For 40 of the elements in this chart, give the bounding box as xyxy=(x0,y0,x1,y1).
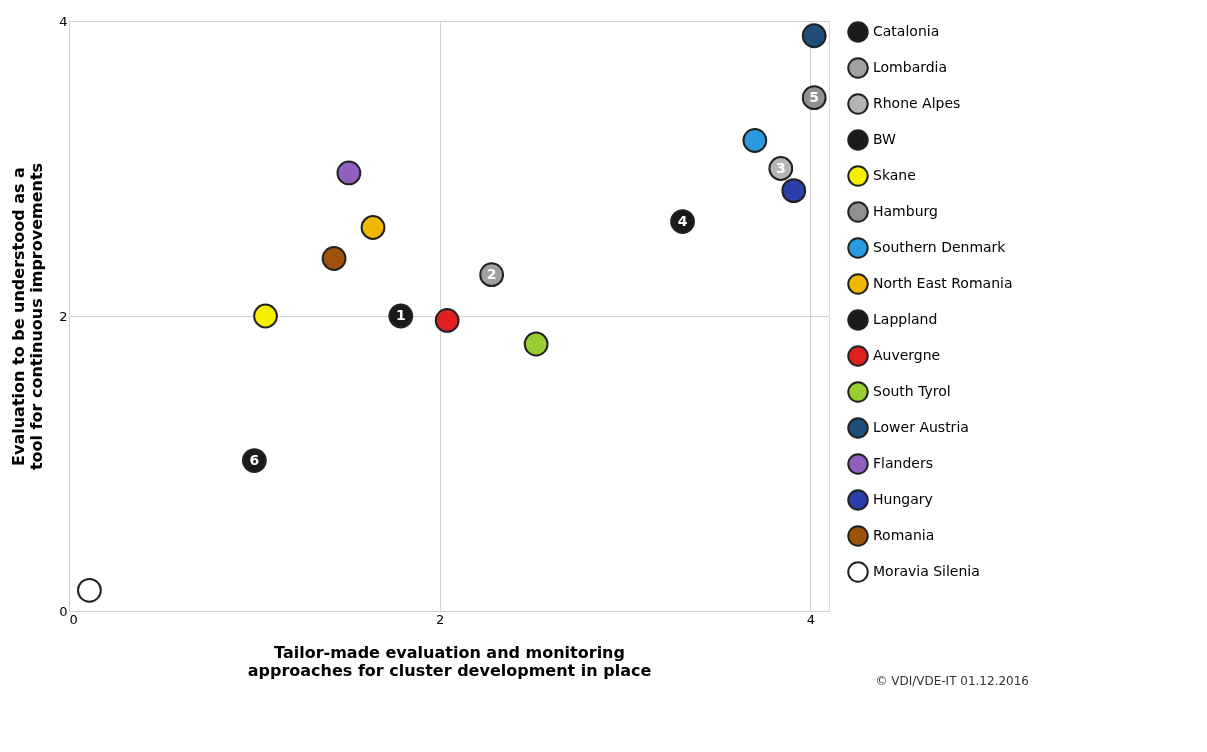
annotation: 3 xyxy=(775,159,786,176)
legend-label: Rhone Alpes xyxy=(873,95,961,111)
legend-label: Lower Austria xyxy=(873,419,969,435)
annotation: 6 xyxy=(249,451,260,468)
annotation: 5 xyxy=(809,88,820,105)
point xyxy=(781,178,807,203)
point xyxy=(336,160,362,186)
point xyxy=(360,215,386,240)
x-axis-title: Tailor-made evaluation and monitoring approaches for cluster development in place xyxy=(247,642,652,680)
point xyxy=(253,303,278,329)
legend-label: BW xyxy=(873,131,897,147)
point xyxy=(434,308,460,333)
legend-label: Catalonia xyxy=(873,23,940,39)
legend-label: South Tyrol xyxy=(873,383,951,399)
legend-label: Hungary xyxy=(873,491,933,507)
legend-label: Southern Denmark xyxy=(873,239,1007,255)
x-tick-label: 0 xyxy=(69,611,78,627)
legend-label: Hamburg xyxy=(873,203,938,219)
legend-label: Lombardia xyxy=(873,59,948,75)
x-tick-label: 4 xyxy=(806,611,816,627)
y-tick-label: 4 xyxy=(59,13,68,29)
point xyxy=(742,128,768,153)
legend-label: Moravia Silenia xyxy=(873,563,980,579)
annotation: 1 xyxy=(395,307,406,323)
point xyxy=(321,246,347,271)
annotation: 2 xyxy=(486,265,497,282)
point xyxy=(76,577,102,603)
text: © VDI/VDE-IT 01.12.2016 xyxy=(875,674,1029,688)
legend-label: Flanders xyxy=(873,455,933,471)
point xyxy=(523,331,549,357)
legend-label: Lappland xyxy=(873,311,938,327)
legend-label: Skane xyxy=(873,167,916,183)
point xyxy=(801,23,827,49)
y-tick-label: 2 xyxy=(59,308,68,324)
legend-label: Romania xyxy=(873,527,935,543)
legend-label: Auvergne xyxy=(873,347,941,363)
annotation: 4 xyxy=(677,212,688,229)
y-axis-title: Evaluation to be understood as a tool for continuous improvements xyxy=(9,162,47,471)
legend-label: North East Romania xyxy=(873,275,1013,291)
x-tick-label: 2 xyxy=(436,611,445,627)
